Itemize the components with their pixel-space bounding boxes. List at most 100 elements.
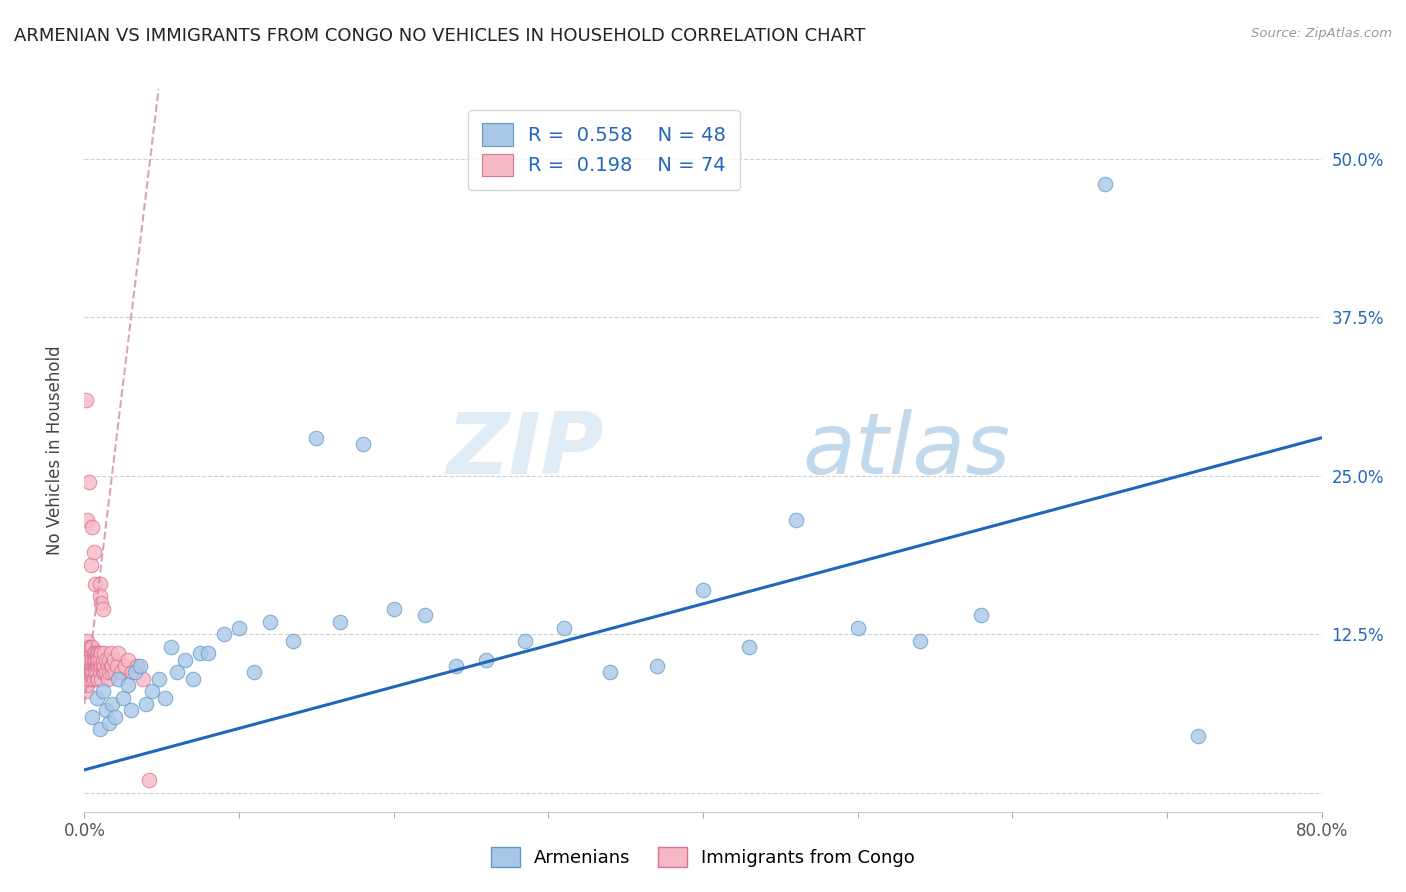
Point [94,665,117,680]
Point [90,646,112,660]
Point [114,659,136,673]
Point [86,652,108,666]
Point [413,608,436,623]
Point [83,672,105,686]
Point [86,665,108,680]
Point [86,690,108,705]
Point [475,652,498,666]
Point [138,772,160,787]
Point [243,665,266,680]
Point [305,431,328,445]
Point [103,652,125,666]
Point [87,659,110,673]
Point [82,659,104,673]
Point [738,640,761,654]
Point [141,684,163,698]
Point [89,659,111,673]
Point [91,659,114,673]
Point [87,646,110,660]
Point [124,665,146,680]
Point [382,602,405,616]
Point [259,615,281,629]
Point [328,615,352,629]
Point [75,659,97,673]
Point [90,672,112,686]
Point [846,621,869,635]
Point [100,659,122,673]
Point [444,659,467,673]
Point [76,633,98,648]
Point [79,665,101,680]
Point [86,646,108,660]
Point [174,652,197,666]
Point [94,703,117,717]
Point [110,665,132,680]
Point [82,672,104,686]
Point [90,659,112,673]
Point [82,646,104,660]
Point [121,665,143,680]
Point [89,646,111,660]
Point [132,672,155,686]
Point [645,659,668,673]
Point [83,545,105,559]
Point [75,392,97,407]
Point [93,646,115,660]
Point [82,665,104,680]
Point [84,646,107,660]
Point [76,652,98,666]
Point [82,640,104,654]
Point [76,678,98,692]
Point [166,665,188,680]
Point [96,659,118,673]
Point [96,672,118,686]
Point [153,690,176,705]
Point [98,716,121,731]
Point [117,678,139,692]
Point [101,665,124,680]
Point [135,697,157,711]
Point [104,665,127,680]
Point [94,652,117,666]
Legend: R =  0.558    N = 48, R =  0.198    N = 74: R = 0.558 N = 48, R = 0.198 N = 74 [468,110,740,190]
Point [83,646,105,660]
Point [84,652,107,666]
Point [107,646,129,660]
Text: Source: ZipAtlas.com: Source: ZipAtlas.com [1251,27,1392,40]
Point [86,672,108,686]
Point [112,690,135,705]
Point [100,646,122,660]
Point [84,576,107,591]
Point [105,659,128,673]
Point [79,640,101,654]
Point [91,665,114,680]
Point [83,652,105,666]
Point [188,646,211,660]
Point [86,659,108,673]
Point [1187,729,1209,743]
Point [82,709,104,723]
Point [87,672,110,686]
Point [77,659,100,673]
Point [148,672,170,686]
Point [129,659,152,673]
Point [89,652,111,666]
Point [75,672,97,686]
Point [75,684,97,698]
Point [90,596,112,610]
Legend: Armenians, Immigrants from Congo: Armenians, Immigrants from Congo [484,839,922,874]
Point [181,672,204,686]
Point [89,576,111,591]
Text: ZIP: ZIP [446,409,605,492]
Point [970,608,993,623]
Point [84,665,107,680]
Point [101,659,124,673]
Y-axis label: No Vehicles in Household: No Vehicles in Household [45,345,63,556]
Point [107,672,129,686]
Point [125,659,148,673]
Point [79,646,101,660]
Text: ARMENIAN VS IMMIGRANTS FROM CONGO NO VEHICLES IN HOUSEHOLD CORRELATION CHART: ARMENIAN VS IMMIGRANTS FROM CONGO NO VEH… [14,27,866,45]
Point [79,558,101,572]
Point [77,652,100,666]
Point [1094,178,1116,192]
